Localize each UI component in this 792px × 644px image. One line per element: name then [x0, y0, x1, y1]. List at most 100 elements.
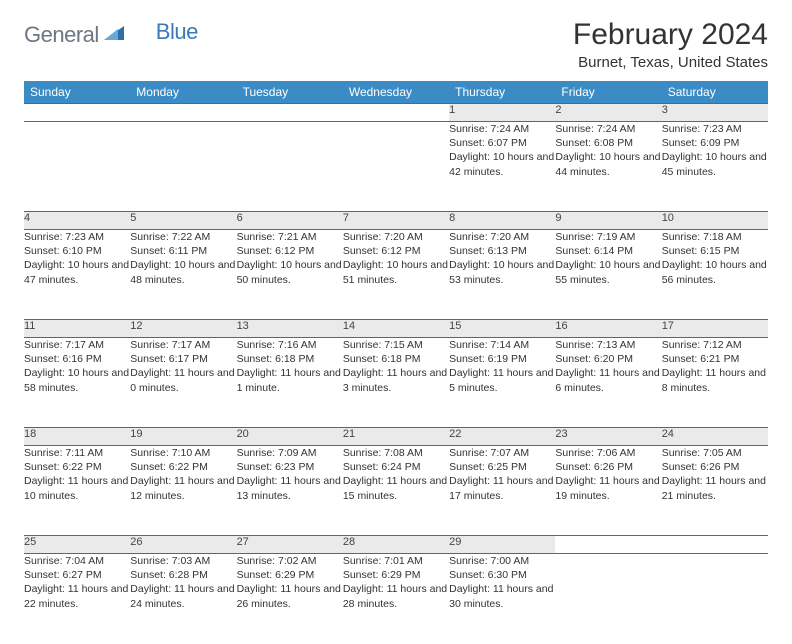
day-number-cell [237, 104, 343, 122]
daylight-line: Daylight: 11 hours and 15 minutes. [343, 474, 449, 502]
sunrise-line: Sunrise: 7:23 AM [662, 122, 768, 136]
sunset-line: Sunset: 6:13 PM [449, 244, 555, 258]
sunset-line: Sunset: 6:21 PM [662, 352, 768, 366]
logo-text-general: General [24, 22, 99, 48]
day-header: Wednesday [343, 81, 449, 104]
sunrise-line: Sunrise: 7:21 AM [237, 230, 343, 244]
sunset-line: Sunset: 6:26 PM [555, 460, 661, 474]
daylight-line: Daylight: 11 hours and 19 minutes. [555, 474, 661, 502]
day-number-cell: 13 [237, 320, 343, 338]
daylight-line: Daylight: 11 hours and 6 minutes. [555, 366, 661, 394]
sunrise-line: Sunrise: 7:16 AM [237, 338, 343, 352]
sunrise-line: Sunrise: 7:06 AM [555, 446, 661, 460]
day-header: Monday [130, 81, 236, 104]
day-content-row: Sunrise: 7:11 AMSunset: 6:22 PMDaylight:… [24, 446, 768, 536]
sunrise-line: Sunrise: 7:05 AM [662, 446, 768, 460]
sunset-line: Sunset: 6:09 PM [662, 136, 768, 150]
calendar-body: 123Sunrise: 7:24 AMSunset: 6:07 PMDaylig… [24, 104, 768, 644]
daylight-line: Daylight: 11 hours and 10 minutes. [24, 474, 130, 502]
sunrise-line: Sunrise: 7:23 AM [24, 230, 130, 244]
day-content-cell: Sunrise: 7:09 AMSunset: 6:23 PMDaylight:… [237, 446, 343, 536]
day-content-cell: Sunrise: 7:10 AMSunset: 6:22 PMDaylight:… [130, 446, 236, 536]
day-number-cell: 10 [662, 212, 768, 230]
sunrise-line: Sunrise: 7:09 AM [237, 446, 343, 460]
daylight-line: Daylight: 10 hours and 44 minutes. [555, 150, 661, 178]
daylight-line: Daylight: 11 hours and 1 minute. [237, 366, 343, 394]
header: General Blue February 2024 Burnet, Texas… [24, 18, 768, 71]
day-number-cell: 3 [662, 104, 768, 122]
sunrise-line: Sunrise: 7:07 AM [449, 446, 555, 460]
day-content-cell: Sunrise: 7:04 AMSunset: 6:27 PMDaylight:… [24, 554, 130, 644]
daylight-line: Daylight: 11 hours and 17 minutes. [449, 474, 555, 502]
location: Burnet, Texas, United States [573, 54, 768, 71]
day-number-cell: 25 [24, 536, 130, 554]
sunrise-line: Sunrise: 7:18 AM [662, 230, 768, 244]
day-content-cell: Sunrise: 7:15 AMSunset: 6:18 PMDaylight:… [343, 338, 449, 428]
logo-triangle-icon [104, 24, 124, 45]
day-number-cell: 17 [662, 320, 768, 338]
day-number-row: 2526272829 [24, 536, 768, 554]
day-number-cell [130, 104, 236, 122]
day-number-row: 11121314151617 [24, 320, 768, 338]
sunrise-line: Sunrise: 7:13 AM [555, 338, 661, 352]
day-number-cell [555, 536, 661, 554]
day-number-cell: 15 [449, 320, 555, 338]
sunset-line: Sunset: 6:12 PM [237, 244, 343, 258]
sunset-line: Sunset: 6:26 PM [662, 460, 768, 474]
sunset-line: Sunset: 6:27 PM [24, 568, 130, 582]
sunset-line: Sunset: 6:22 PM [130, 460, 236, 474]
sunset-line: Sunset: 6:28 PM [130, 568, 236, 582]
day-number-cell: 28 [343, 536, 449, 554]
day-content-cell: Sunrise: 7:17 AMSunset: 6:16 PMDaylight:… [24, 338, 130, 428]
sunrise-line: Sunrise: 7:01 AM [343, 554, 449, 568]
day-content-cell: Sunrise: 7:06 AMSunset: 6:26 PMDaylight:… [555, 446, 661, 536]
title-block: February 2024 Burnet, Texas, United Stat… [573, 18, 768, 71]
logo: General Blue [24, 22, 198, 48]
daylight-line: Daylight: 11 hours and 26 minutes. [237, 582, 343, 610]
daylight-line: Daylight: 10 hours and 56 minutes. [662, 258, 768, 286]
sunrise-line: Sunrise: 7:24 AM [555, 122, 661, 136]
day-content-cell: Sunrise: 7:01 AMSunset: 6:29 PMDaylight:… [343, 554, 449, 644]
day-content-cell: Sunrise: 7:03 AMSunset: 6:28 PMDaylight:… [130, 554, 236, 644]
sunset-line: Sunset: 6:25 PM [449, 460, 555, 474]
day-content-cell: Sunrise: 7:00 AMSunset: 6:30 PMDaylight:… [449, 554, 555, 644]
day-content-cell: Sunrise: 7:13 AMSunset: 6:20 PMDaylight:… [555, 338, 661, 428]
daylight-line: Daylight: 10 hours and 58 minutes. [24, 366, 130, 394]
day-content-cell: Sunrise: 7:19 AMSunset: 6:14 PMDaylight:… [555, 230, 661, 320]
sunset-line: Sunset: 6:10 PM [24, 244, 130, 258]
sunset-line: Sunset: 6:23 PM [237, 460, 343, 474]
daylight-line: Daylight: 11 hours and 28 minutes. [343, 582, 449, 610]
day-number-cell: 19 [130, 428, 236, 446]
logo-text-blue: Blue [156, 19, 198, 45]
daylight-line: Daylight: 11 hours and 13 minutes. [237, 474, 343, 502]
day-content-cell: Sunrise: 7:24 AMSunset: 6:07 PMDaylight:… [449, 122, 555, 212]
day-number-cell: 14 [343, 320, 449, 338]
daylight-line: Daylight: 11 hours and 3 minutes. [343, 366, 449, 394]
sunset-line: Sunset: 6:30 PM [449, 568, 555, 582]
sunrise-line: Sunrise: 7:15 AM [343, 338, 449, 352]
day-content-row: Sunrise: 7:24 AMSunset: 6:07 PMDaylight:… [24, 122, 768, 212]
day-number-cell: 1 [449, 104, 555, 122]
daylight-line: Daylight: 11 hours and 21 minutes. [662, 474, 768, 502]
sunrise-line: Sunrise: 7:22 AM [130, 230, 236, 244]
sunset-line: Sunset: 6:15 PM [662, 244, 768, 258]
day-number-cell: 7 [343, 212, 449, 230]
daylight-line: Daylight: 10 hours and 51 minutes. [343, 258, 449, 286]
calendar-table: SundayMondayTuesdayWednesdayThursdayFrid… [24, 81, 768, 644]
day-content-cell: Sunrise: 7:20 AMSunset: 6:12 PMDaylight:… [343, 230, 449, 320]
sunrise-line: Sunrise: 7:19 AM [555, 230, 661, 244]
daylight-line: Daylight: 11 hours and 22 minutes. [24, 582, 130, 610]
daylight-line: Daylight: 11 hours and 30 minutes. [449, 582, 555, 610]
sunrise-line: Sunrise: 7:10 AM [130, 446, 236, 460]
day-content-row: Sunrise: 7:17 AMSunset: 6:16 PMDaylight:… [24, 338, 768, 428]
sunset-line: Sunset: 6:17 PM [130, 352, 236, 366]
day-content-cell: Sunrise: 7:02 AMSunset: 6:29 PMDaylight:… [237, 554, 343, 644]
sunset-line: Sunset: 6:07 PM [449, 136, 555, 150]
daylight-line: Daylight: 10 hours and 48 minutes. [130, 258, 236, 286]
day-number-cell: 2 [555, 104, 661, 122]
day-number-cell: 27 [237, 536, 343, 554]
day-content-cell: Sunrise: 7:21 AMSunset: 6:12 PMDaylight:… [237, 230, 343, 320]
day-number-cell [662, 536, 768, 554]
day-number-cell: 18 [24, 428, 130, 446]
day-content-cell: Sunrise: 7:12 AMSunset: 6:21 PMDaylight:… [662, 338, 768, 428]
